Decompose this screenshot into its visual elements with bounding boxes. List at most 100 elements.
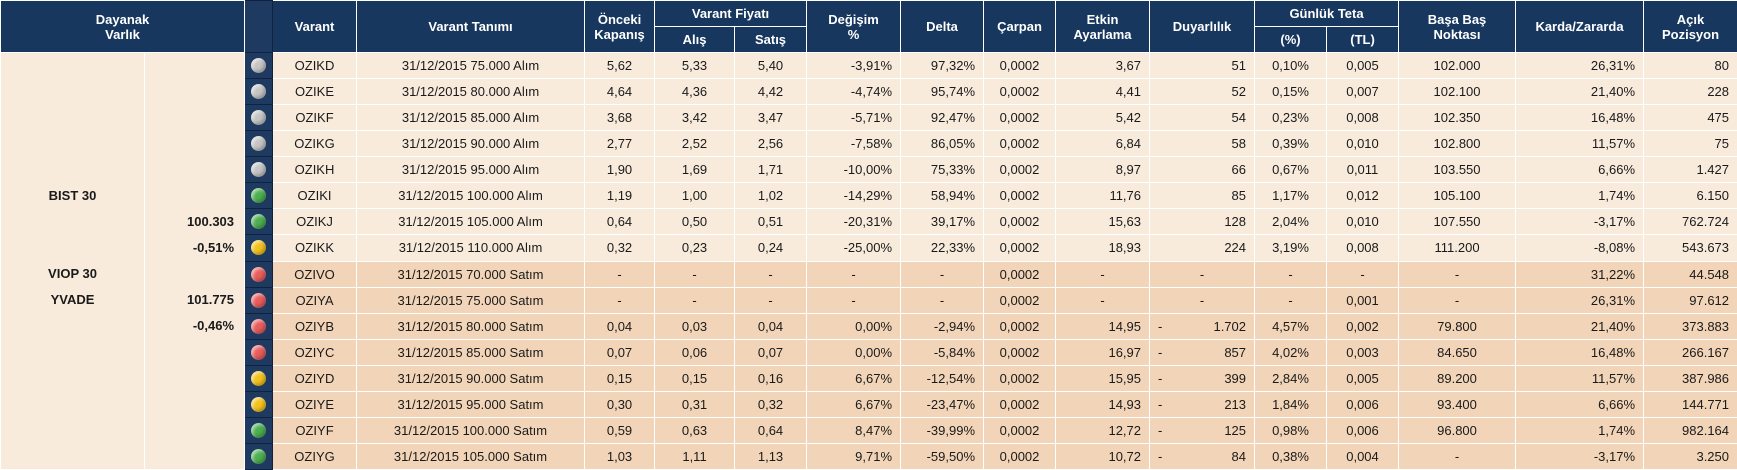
table-cell: - (734, 286, 808, 314)
table-cell: 1,84% (1254, 390, 1328, 418)
table-cell: 85 (1149, 182, 1256, 210)
table-cell: 0,00% (806, 338, 902, 366)
table-cell: OZIYC (272, 338, 358, 366)
table-cell: - 399 (1149, 364, 1256, 392)
table-cell: 93.400 (1398, 390, 1517, 418)
header-cell: Varant Tanımı (356, 0, 586, 53)
table-cell: 1,02 (734, 182, 808, 210)
table-cell: 1,19 (584, 182, 656, 210)
status-cell (244, 390, 274, 418)
table-cell: - (1149, 260, 1256, 288)
table-cell: 1,74% (1515, 182, 1645, 210)
table-cell: 8,97 (1055, 156, 1151, 184)
table-cell: 5,40 (734, 51, 808, 80)
table-cell: 3,19% (1254, 234, 1328, 262)
status-dot (251, 136, 267, 152)
table-cell: 0,008 (1326, 104, 1400, 132)
table-cell: 0,005 (1326, 364, 1400, 392)
table-cell: 0,0002 (983, 390, 1057, 418)
table-row: OZIKH 31/12/2015 95.000 Alım 1,90 1,69 1,71-… (1, 156, 1737, 184)
table-cell: -25,00% (806, 234, 902, 262)
table-cell: 0,002 (1326, 312, 1400, 340)
header-cell: Önceki Kapanış (584, 0, 656, 53)
table-cell: 8,47% (806, 416, 902, 444)
table-cell: 3,67 (1055, 51, 1151, 80)
underlying-values: 100.303 -0,51% 101.775 -0,46% (143, 52, 246, 470)
table-cell: 31/12/2015 90.000 Alım (356, 130, 586, 158)
table-cell: 66 (1149, 156, 1256, 184)
table-cell: 52 (1149, 78, 1256, 106)
table-cell: 54 (1149, 104, 1256, 132)
table-cell: 0,006 (1326, 416, 1400, 444)
underlying-names: BIST 30 VIOP 30 YVADE (0, 52, 145, 470)
table-cell: 75,33% (900, 156, 985, 184)
status-dot (251, 162, 267, 178)
status-dot (251, 318, 267, 334)
table-cell: 128 (1149, 208, 1256, 236)
table-cell: 3,47 (734, 104, 808, 132)
table-cell: -23,47% (900, 390, 985, 418)
header-cell: Satış (734, 26, 808, 53)
header-cell: (%) (1254, 26, 1328, 53)
table-cell: 0,10% (1254, 51, 1328, 80)
table-cell: - (1398, 286, 1517, 314)
table-row: OZIYD 31/12/2015 90.000 Satım 0,15 0,15 0,16… (1, 364, 1737, 392)
table-cell: 6.150 (1643, 182, 1737, 210)
table-cell: -7,58% (806, 130, 902, 158)
table-row: OZIKF 31/12/2015 85.000 Alım 3,68 3,42 3,47-… (1, 104, 1737, 132)
header-row: Dayanak Varlık Varant Varant Tanımı Önce… (0, 0, 1737, 53)
table-cell: 0,16 (734, 364, 808, 392)
table-cell: 9,71% (806, 442, 902, 470)
table-cell: 0,04 (734, 312, 808, 340)
split-value: - 1.702 (1158, 319, 1246, 334)
table-cell: 228 (1643, 78, 1737, 106)
table-cell: 0,23% (1254, 104, 1328, 132)
table-cell: 6,67% (806, 364, 902, 392)
status-dot (251, 344, 267, 360)
status-cell (244, 104, 274, 132)
header-cell: Dayanak Varlık (0, 0, 246, 53)
table-cell: 224 (1149, 234, 1256, 262)
table-cell: 0,005 (1326, 51, 1400, 80)
sign: - (1158, 344, 1163, 360)
table-cell: - (1398, 260, 1517, 288)
table-cell: 75 (1643, 130, 1737, 158)
table-row: OZIYE 31/12/2015 95.000 Satım 0,30 0,31 0,32… (1, 390, 1737, 418)
table-cell: 4,57% (1254, 312, 1328, 340)
table-cell: 1,17% (1254, 182, 1328, 210)
table-cell: 1,03 (584, 442, 656, 470)
table-cell: 79.800 (1398, 312, 1517, 340)
status-cell (244, 338, 274, 366)
status-dot (251, 84, 267, 100)
table-cell: 4,02% (1254, 338, 1328, 366)
header-row: Alış Satış (%) (TL) (1, 26, 1737, 53)
table-row: OZIYA 31/12/2015 75.000 Satım - - - - -0,0002-… (1, 286, 1737, 314)
table-cell: - (584, 286, 656, 314)
table-cell: -3,17% (1515, 208, 1645, 236)
table-cell: -59,50% (900, 442, 985, 470)
table-cell: 0,38% (1254, 442, 1328, 470)
status-cell (244, 260, 274, 288)
table-cell: 105.100 (1398, 182, 1517, 210)
split-value: - 213 (1158, 397, 1246, 412)
table-cell: 31/12/2015 75.000 Alım (356, 51, 586, 80)
table-cell: 44.548 (1643, 260, 1737, 288)
number: 125 (1224, 422, 1247, 438)
table-cell: 0,010 (1326, 130, 1400, 158)
table-cell: OZIKK (272, 234, 358, 262)
table-cell: -5,71% (806, 104, 902, 132)
table-cell: 31,22% (1515, 260, 1645, 288)
table-cell: 86,05% (900, 130, 985, 158)
table-row: OZIKK 31/12/2015 110.000 Alım 0,32 0,23 0,24… (1, 234, 1737, 262)
status-cell (244, 416, 274, 444)
table-cell: 6,66% (1515, 156, 1645, 184)
table-cell: 31/12/2015 95.000 Alım (356, 156, 586, 184)
table-cell: 31/12/2015 70.000 Satım (356, 260, 586, 288)
status-dot (251, 422, 267, 438)
table-cell: - (900, 286, 985, 314)
table-cell: - (1326, 260, 1400, 288)
table-row: OZIKE 31/12/2015 80.000 Alım 4,64 4,36 4,42-… (1, 78, 1737, 106)
table-cell: OZIKJ (272, 208, 358, 236)
table-cell: 762.724 (1643, 208, 1737, 236)
